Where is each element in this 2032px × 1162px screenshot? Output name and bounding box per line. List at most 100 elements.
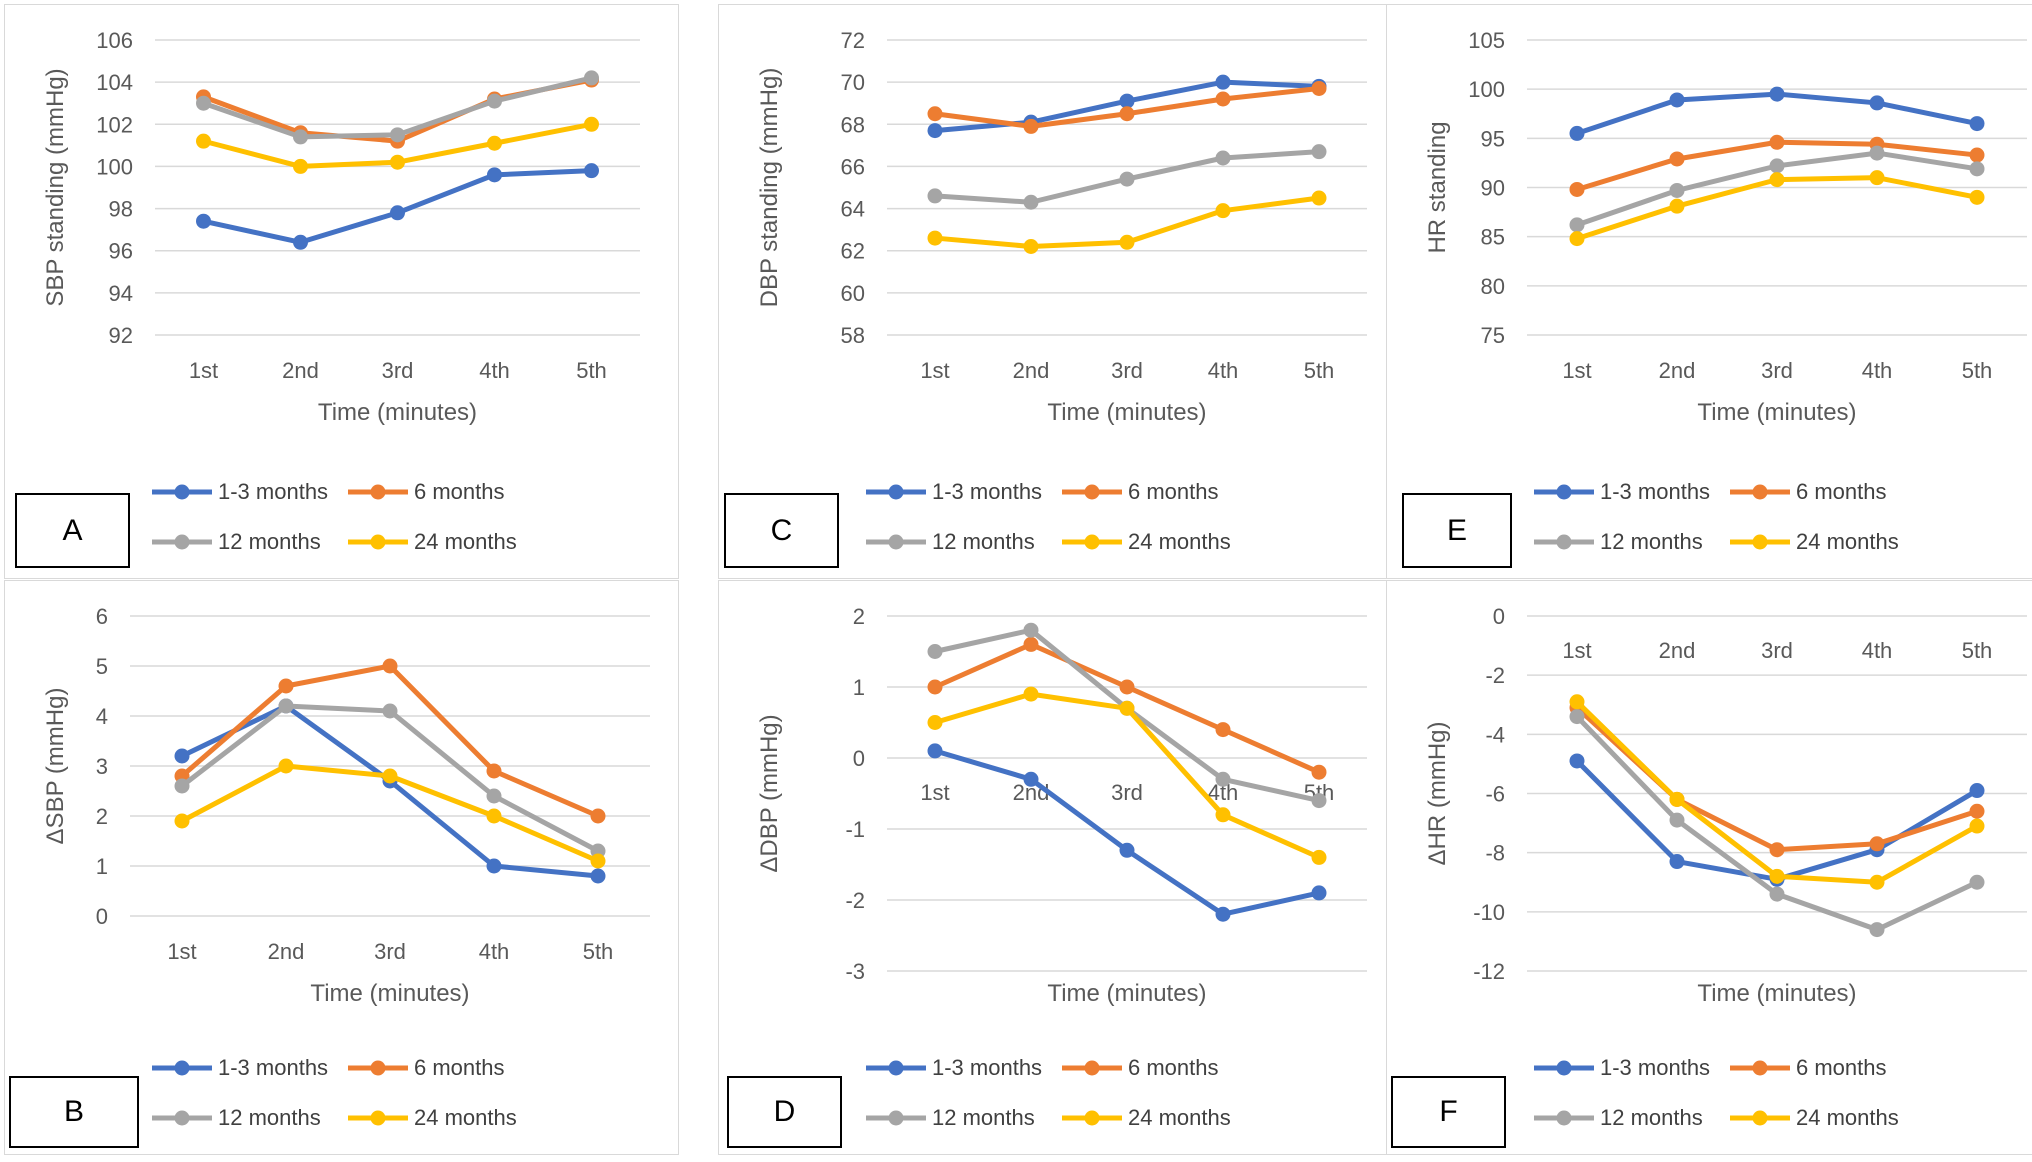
data-point [1023, 636, 1039, 652]
data-point [1769, 134, 1785, 150]
data-point [1215, 74, 1231, 90]
data-point [1215, 91, 1231, 107]
chart-svg: 0 1 2 3 4 5 6 1st 2nd 3rd 4th 5th Time (minutes) ΔSBP… [42, 604, 650, 1007]
legend-item: 24 months [1728, 1100, 1924, 1136]
data-point [486, 858, 502, 874]
data-point [1669, 198, 1685, 214]
data-point [927, 123, 943, 139]
data-point [927, 715, 943, 730]
legend-swatch-marker [1084, 1060, 1100, 1076]
x-tick-label: 4th [479, 358, 510, 383]
chart-svg: 92 94 96 98 100 102 104 106 1st 2nd 3rd 4th 5th Time … [42, 28, 640, 426]
data-point [1969, 783, 1985, 799]
y-tick-label: -1 [845, 817, 865, 842]
legend-item: 1-3 months [864, 1050, 1060, 1086]
y-tick-label: 70 [841, 70, 865, 95]
legend-item: 1-3 months [150, 1050, 346, 1086]
x-tick-label: 3rd [1761, 638, 1793, 663]
data-point [1769, 868, 1785, 884]
legend-swatch [1730, 534, 1790, 550]
legend-swatch [348, 484, 408, 500]
data-point [390, 127, 405, 143]
legend-swatch-marker [174, 484, 190, 500]
data-point [1569, 694, 1585, 710]
legend-label: 6 months [1796, 479, 1887, 504]
x-tick-label: 3rd [1761, 358, 1793, 383]
data-point [1215, 150, 1231, 166]
y-tick-label: -4 [1485, 722, 1505, 747]
y-tick-label: 90 [1481, 176, 1505, 201]
data-point [278, 698, 294, 714]
legend-swatch [348, 534, 408, 550]
legend-swatch-marker [1556, 1110, 1572, 1126]
legend-label: 6 months [1128, 479, 1219, 504]
legend-item: 12 months [864, 524, 1060, 560]
chart-panel-b: 0 1 2 3 4 5 6 1st 2nd 3rd 4th 5th Time (minutes) ΔSBP… [4, 580, 679, 1155]
legend-swatch-marker [1752, 1110, 1768, 1126]
data-point [1119, 93, 1135, 109]
chart-svg: -12 -10 -8 -6 -4 -2 0 1st 2nd 3rd 4th 5th Time (minu… [1424, 604, 2027, 1007]
x-tick-label: 3rd [1111, 358, 1143, 383]
x-tick-label: 3rd [382, 358, 414, 383]
legend-swatch [866, 1060, 926, 1076]
legend-swatch-marker [1752, 484, 1768, 500]
data-point [196, 213, 211, 229]
x-tick-label: 1st [1562, 358, 1591, 383]
data-point [293, 234, 308, 250]
x-axis-title: Time (minutes) [1697, 980, 1856, 1007]
data-point [1119, 842, 1135, 858]
data-point [1119, 106, 1135, 122]
data-point [196, 95, 211, 111]
legend-swatch [1730, 1060, 1790, 1076]
legend-swatch-marker [370, 1060, 386, 1076]
legend-item: 6 months [346, 474, 542, 510]
data-point [1569, 753, 1585, 769]
legend-swatch [1062, 484, 1122, 500]
legend-swatch [1534, 1060, 1594, 1076]
legend: 1-3 months 6 months 12 months 24 months [150, 1050, 542, 1136]
legend-item: 12 months [1532, 1100, 1728, 1136]
data-point [927, 679, 943, 695]
data-point [1769, 842, 1785, 858]
legend-label: 12 months [218, 529, 321, 554]
data-point [278, 678, 294, 694]
y-tick-label: 100 [1468, 77, 1505, 102]
chart-panel-f: -12 -10 -8 -6 -4 -2 0 1st 2nd 3rd 4th 5th Time (minu… [1386, 580, 2032, 1155]
data-point [584, 70, 599, 86]
data-point [293, 158, 308, 174]
y-tick-label: 0 [853, 746, 865, 771]
y-axis-title: DBP standing (mmHg) [756, 68, 783, 308]
legend-label: 1-3 months [218, 479, 329, 504]
legend-swatch [1730, 1110, 1790, 1126]
y-tick-label: 92 [109, 323, 133, 348]
legend-swatch-marker [1752, 534, 1768, 550]
legend-swatch [1730, 484, 1790, 500]
data-point [1869, 170, 1885, 186]
y-tick-label: 62 [841, 239, 865, 264]
legend-label: 6 months [1128, 1055, 1219, 1080]
data-point [486, 788, 502, 804]
data-point [1215, 807, 1231, 823]
data-point [1023, 686, 1039, 702]
x-axis-title: Time (minutes) [310, 980, 469, 1007]
legend-swatch [1062, 1110, 1122, 1126]
y-tick-label: 5 [96, 654, 108, 679]
x-tick-label: 4th [1862, 358, 1893, 383]
legend-swatch-marker [174, 534, 190, 550]
y-tick-label: -12 [1473, 959, 1505, 984]
y-tick-label: 98 [109, 197, 133, 222]
x-tick-label: 2nd [1659, 638, 1696, 663]
y-axis-title: ΔHR (mmHg) [1424, 721, 1451, 865]
data-point [1769, 172, 1785, 188]
legend-label: 12 months [218, 1105, 321, 1130]
data-point [1311, 793, 1327, 809]
y-tick-label: 2 [853, 604, 865, 629]
y-tick-label: 0 [1493, 604, 1505, 629]
y-tick-label: 94 [109, 281, 133, 306]
legend-label: 1-3 months [218, 1055, 329, 1080]
legend-item: 6 months [1728, 474, 1924, 510]
data-point [927, 106, 943, 122]
data-point [1215, 203, 1231, 219]
legend-swatch-marker [888, 534, 904, 550]
legend-label: 1-3 months [1600, 1055, 1711, 1080]
